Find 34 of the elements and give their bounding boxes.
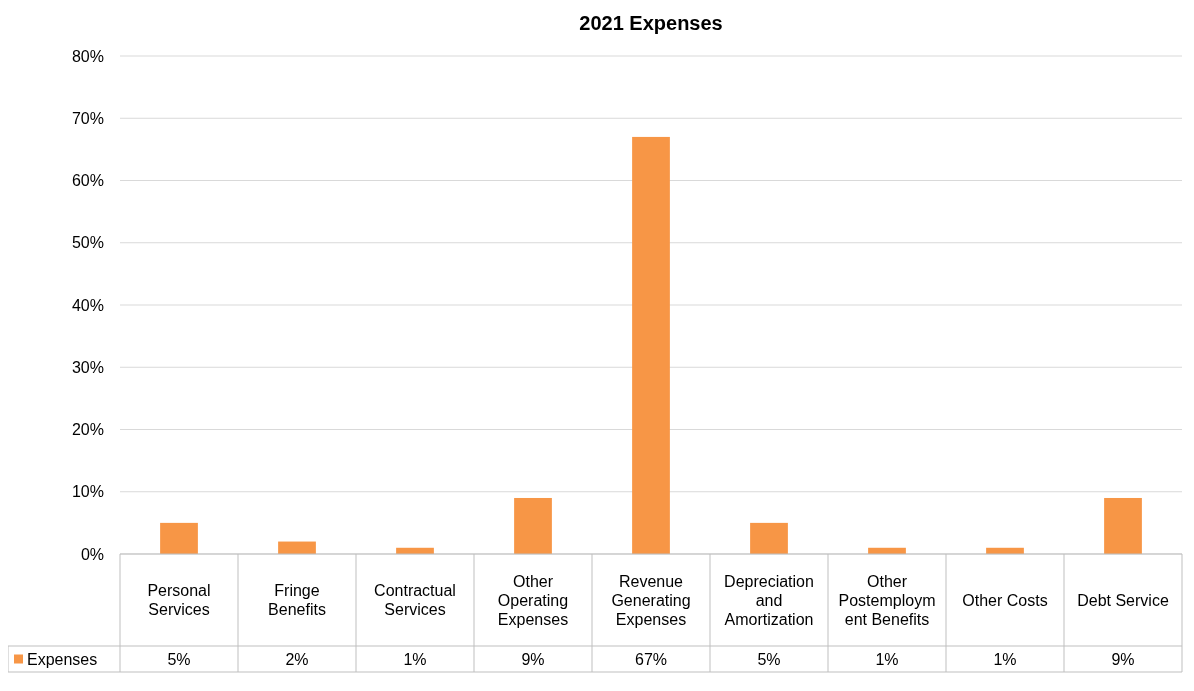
y-tick-label: 50%: [71, 234, 104, 252]
x-tick-label: Other Postemployment Benefits: [838, 572, 936, 628]
y-tick-label: 60%: [71, 172, 104, 190]
data-label: 67%: [634, 650, 668, 668]
bar: [750, 522, 788, 554]
x-tick-label: Depreciation and Amortization: [724, 572, 814, 628]
y-tick-label: 10%: [71, 483, 104, 501]
x-tick-label: Debt Service: [1077, 591, 1169, 609]
x-tick-label: Personal Services: [147, 582, 211, 619]
y-tick-label: 30%: [71, 358, 104, 376]
y-tick-label: 70%: [71, 109, 104, 127]
legend-label: Expenses: [27, 650, 98, 668]
y-tick-label: 20%: [71, 421, 104, 439]
data-label: 9%: [521, 650, 545, 668]
bar: [1104, 497, 1142, 554]
chart-title: 2021 Expenses: [579, 12, 723, 34]
y-tick-label: 80%: [71, 47, 104, 65]
x-tick-label: Other Operating Expenses: [497, 572, 569, 628]
x-tick-label: Contractual Services: [374, 582, 456, 619]
bar: [160, 522, 198, 554]
data-label: 1%: [403, 650, 427, 668]
y-tick-label: 0%: [80, 545, 104, 563]
y-tick-label: 40%: [71, 296, 104, 314]
bar: [632, 136, 670, 554]
data-label: 1%: [875, 650, 899, 668]
data-label: 2%: [285, 650, 309, 668]
data-label: 1%: [993, 650, 1017, 668]
x-tick-label: Other Costs: [962, 591, 1048, 609]
bar: [514, 497, 552, 554]
x-tick-label: Revenue Generating Expenses: [611, 572, 691, 628]
data-label: 5%: [757, 650, 781, 668]
data-label: 9%: [1111, 650, 1135, 668]
x-tick-label: Fringe Benefits: [268, 582, 326, 619]
data-label: 5%: [167, 650, 191, 668]
